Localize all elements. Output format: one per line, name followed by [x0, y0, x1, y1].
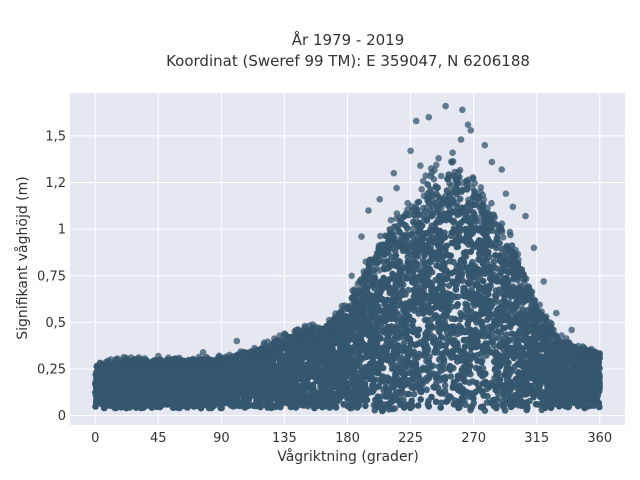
data-point [371, 406, 379, 414]
data-point [437, 333, 445, 341]
data-point [500, 262, 508, 269]
data-point [489, 227, 496, 234]
data-point [391, 365, 399, 372]
data-point [446, 257, 454, 265]
data-point [421, 351, 429, 359]
data-point [433, 262, 440, 269]
data-point [467, 206, 474, 214]
data-point [514, 276, 521, 284]
data-point [423, 365, 431, 373]
data-point [441, 382, 449, 389]
data-point [419, 257, 427, 264]
data-point [506, 378, 514, 385]
data-point [377, 404, 384, 411]
data-point [424, 181, 432, 188]
data-point [462, 300, 469, 308]
data-point [433, 190, 440, 197]
data-point [450, 278, 458, 286]
data-point [479, 203, 486, 211]
data-point [447, 373, 455, 380]
data-point [461, 343, 469, 351]
data-point [501, 324, 508, 332]
data-point [427, 258, 435, 266]
data-point [517, 285, 524, 293]
data-point [457, 225, 465, 233]
data-point [423, 386, 430, 394]
data-point [465, 280, 473, 288]
data-point [334, 367, 342, 375]
data-point [432, 219, 440, 227]
data-point [442, 342, 450, 349]
data-point [442, 391, 450, 398]
data-points [92, 102, 604, 415]
data-point [381, 265, 388, 273]
data-point [483, 316, 491, 324]
data-point [503, 331, 510, 339]
data-point [475, 365, 482, 373]
data-point [372, 254, 379, 261]
data-point [435, 319, 442, 327]
data-point [414, 402, 422, 409]
chart-title-line-2: Koordinat (Sweref 99 TM): E 359047, N 62… [166, 52, 530, 70]
data-point [426, 309, 433, 316]
data-point [423, 316, 431, 324]
data-point [428, 287, 435, 295]
data-point [485, 248, 492, 256]
data-point [362, 402, 369, 410]
data-point [424, 322, 432, 330]
data-point [425, 358, 433, 365]
data-point [462, 248, 470, 256]
data-point [397, 354, 405, 361]
data-point [426, 372, 433, 379]
data-point [310, 373, 318, 381]
chart-title: År 1979 - 2019 Koordinat (Sweref 99 TM):… [166, 30, 530, 70]
data-point [488, 311, 495, 319]
data-point [390, 348, 398, 355]
data-point [449, 208, 456, 216]
data-point [494, 328, 502, 336]
data-point [454, 180, 462, 188]
data-point [392, 333, 399, 341]
data-point [506, 285, 513, 292]
data-point [424, 328, 431, 335]
data-point [515, 329, 522, 336]
data-point [410, 256, 417, 264]
data-point [437, 399, 445, 407]
data-point [443, 242, 451, 250]
data-point [415, 326, 423, 334]
data-point [410, 391, 418, 398]
data-point [394, 342, 402, 349]
data-point [497, 270, 504, 278]
data-point [410, 303, 418, 310]
data-point [404, 248, 412, 256]
data-point [445, 282, 453, 290]
data-point [374, 319, 382, 326]
data-point [458, 312, 466, 320]
chart-title-line-1: År 1979 - 2019 [292, 30, 405, 49]
data-point [458, 188, 465, 195]
data-point [548, 370, 556, 378]
data-point [414, 354, 422, 361]
data-point [446, 366, 454, 374]
data-point [438, 217, 446, 224]
data-point [409, 350, 417, 357]
data-point [467, 406, 474, 414]
data-point [419, 377, 427, 384]
data-point [417, 396, 425, 403]
data-point [455, 231, 463, 239]
data-point [371, 312, 379, 319]
data-point [431, 304, 439, 311]
data-point [503, 242, 511, 250]
data-point [451, 239, 458, 246]
data-point [488, 277, 496, 285]
data-point [427, 186, 434, 193]
